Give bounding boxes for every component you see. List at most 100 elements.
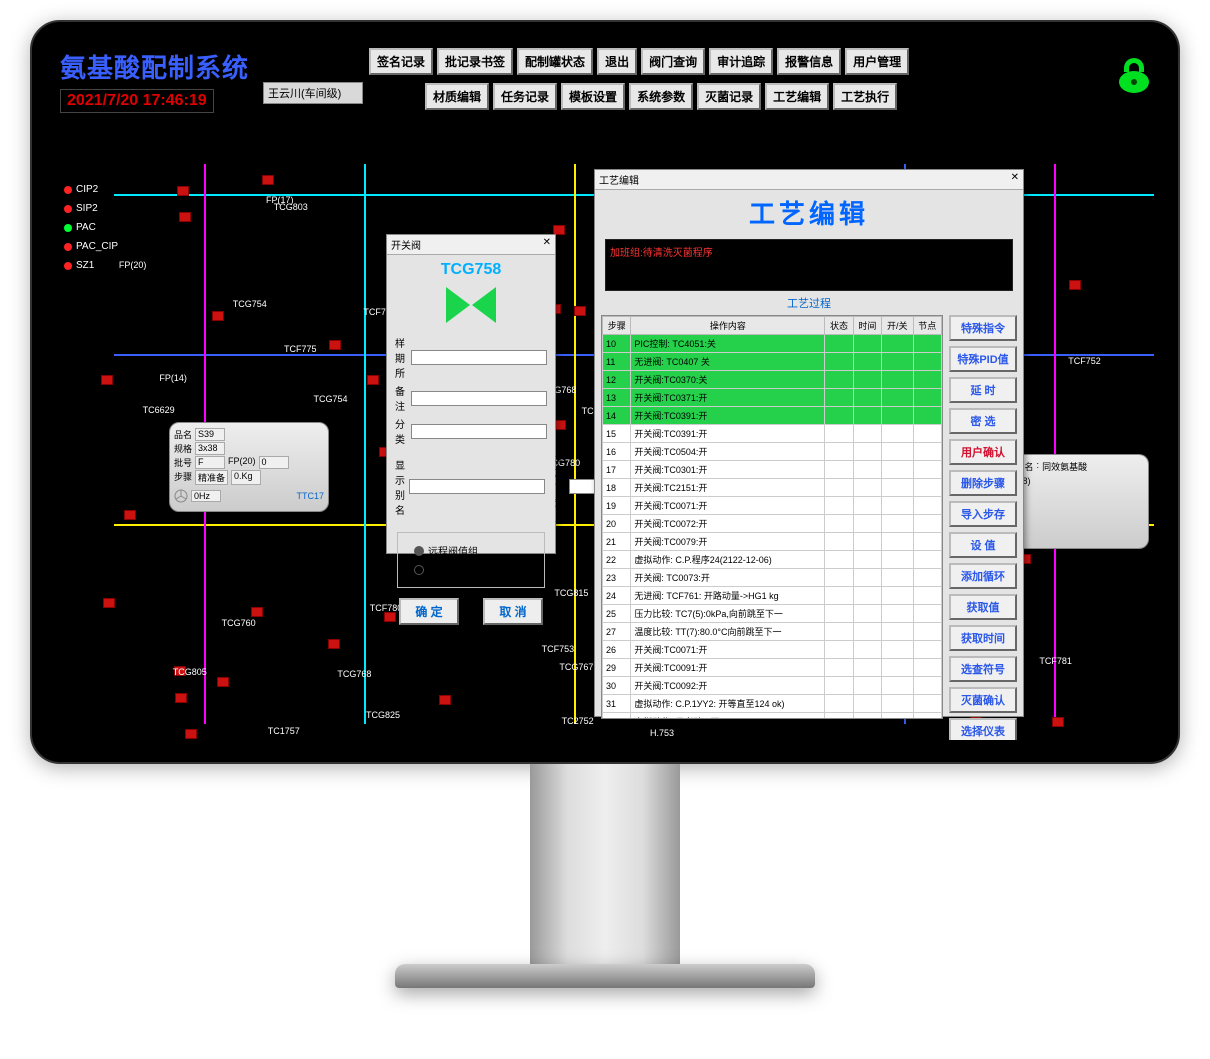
side-用户确认[interactable]: 用户确认	[949, 439, 1017, 465]
side-获取值[interactable]: 获取值	[949, 594, 1017, 620]
ok-button[interactable]: 确 定	[399, 598, 458, 625]
valve-icon[interactable]	[185, 729, 197, 739]
steps-table[interactable]: 步骤操作内容状态时间开/关节点10PIC控制: TC4051:关11无进阀: T…	[601, 315, 943, 719]
valve-icon[interactable]	[251, 607, 263, 617]
table-row[interactable]: 22虚拟动作: C.P.程序24(2122-12-06)	[603, 551, 942, 569]
valve-icon[interactable]	[103, 598, 115, 608]
cell: 24	[603, 587, 631, 605]
field-input[interactable]	[411, 391, 547, 406]
cell	[853, 389, 881, 407]
side-灭菌确认[interactable]: 灭菌确认	[949, 687, 1017, 713]
valve-icon[interactable]	[367, 375, 379, 385]
table-row[interactable]: 29开关阀:TC0091:开	[603, 659, 942, 677]
valve-icon[interactable]	[177, 186, 189, 196]
cell	[913, 623, 941, 641]
valve-icon[interactable]	[1069, 280, 1081, 290]
cell	[882, 551, 913, 569]
value: F	[195, 456, 225, 469]
table-row[interactable]: 23开关阀: TC0073:开	[603, 569, 942, 587]
side-获取时间[interactable]: 获取时间	[949, 625, 1017, 651]
cell: 22	[603, 551, 631, 569]
valve-glyph	[387, 285, 555, 325]
cell	[853, 587, 881, 605]
close-icon[interactable]: ✕	[1011, 172, 1019, 187]
table-row[interactable]: 11无进阀: TC0407 关	[603, 353, 942, 371]
display-input[interactable]	[409, 479, 545, 494]
cell: 12	[603, 371, 631, 389]
close-icon[interactable]: ✕	[543, 237, 551, 252]
valve-icon[interactable]	[217, 677, 229, 687]
dialog-titlebar[interactable]: 工艺编辑 ✕	[595, 170, 1023, 190]
table-row[interactable]: 13开关阀:TC0371:开	[603, 389, 942, 407]
valve-icon[interactable]	[574, 306, 586, 316]
cell	[825, 335, 853, 353]
side-删除步骤[interactable]: 删除步骤	[949, 470, 1017, 496]
table-row[interactable]: 27温度比较: TT(7):80.0°C向前跳至下一	[603, 623, 942, 641]
valve-icon[interactable]	[328, 639, 340, 649]
side-导入步存[interactable]: 导入步存	[949, 501, 1017, 527]
valve-icon[interactable]	[212, 311, 224, 321]
table-row[interactable]: 17开关阀:TC0301:开	[603, 461, 942, 479]
cell	[913, 479, 941, 497]
cell: 25	[603, 605, 631, 623]
table-row[interactable]: 15开关阀:TC0391:开	[603, 425, 942, 443]
valve-icon[interactable]	[262, 175, 274, 185]
valve-icon[interactable]	[175, 693, 187, 703]
pid-label: TCF753	[542, 644, 575, 654]
menu-阀门查询[interactable]: 阀门查询	[641, 48, 705, 75]
menu-审计追踪[interactable]: 审计追踪	[709, 48, 773, 75]
pid-label: TCG768	[337, 669, 371, 679]
side-添加循环[interactable]: 添加循环	[949, 563, 1017, 589]
table-row[interactable]: 14开关阀:TC0391:开	[603, 407, 942, 425]
side-选择仪表[interactable]: 选择仪表	[949, 718, 1017, 740]
side-特殊指令[interactable]: 特殊指令	[949, 315, 1017, 341]
side-密 选[interactable]: 密 选	[949, 408, 1017, 434]
menu-退出[interactable]: 退出	[597, 48, 637, 75]
valve-icon[interactable]	[553, 225, 565, 235]
side-延 时[interactable]: 延 时	[949, 377, 1017, 403]
cell	[913, 569, 941, 587]
table-row[interactable]: 24无进阀: TCF761: 开路动量->HG1 kg	[603, 587, 942, 605]
table-row[interactable]: 18开关阀:TC2151:开	[603, 479, 942, 497]
table-row[interactable]: 12开关阀:TC0370:关	[603, 371, 942, 389]
table-row[interactable]: 21开关阀:TC0079:开	[603, 533, 942, 551]
cell	[882, 389, 913, 407]
menu-报警信息[interactable]: 报警信息	[777, 48, 841, 75]
cell	[825, 443, 853, 461]
table-row[interactable]: 10PIC控制: TC4051:关	[603, 335, 942, 353]
cell	[913, 335, 941, 353]
table-row[interactable]: 20开关阀:TC0072:开	[603, 515, 942, 533]
menu-批记录书签[interactable]: 批记录书签	[437, 48, 513, 75]
valve-icon[interactable]	[1052, 717, 1064, 727]
table-row[interactable]: 26开关阀:TC0071:开	[603, 641, 942, 659]
cell	[853, 335, 881, 353]
pid-label: TCF752	[1068, 356, 1101, 366]
field-input[interactable]	[411, 350, 547, 365]
valve-icon[interactable]	[101, 375, 113, 385]
valve-icon[interactable]	[329, 340, 341, 350]
valve-icon[interactable]	[124, 510, 136, 520]
table-row[interactable]: 32虚拟动作: 日老孙2(开2122.13 ok)	[603, 713, 942, 720]
label: FP(20)	[228, 456, 256, 469]
menu-用户管理[interactable]: 用户管理	[845, 48, 909, 75]
side-设 值[interactable]: 设 值	[949, 532, 1017, 558]
radio-option[interactable]: 远程阀值组	[414, 543, 528, 558]
cell: 11	[603, 353, 631, 371]
dialog-titlebar[interactable]: 开关阀 ✕	[387, 235, 555, 255]
table-row[interactable]: 30开关阀:TC0092:开	[603, 677, 942, 695]
menu-配制罐状态[interactable]: 配制罐状态	[517, 48, 593, 75]
valve-icon[interactable]	[439, 695, 451, 705]
table-row[interactable]: 16开关阀:TC0504:开	[603, 443, 942, 461]
menu-签名记录[interactable]: 签名记录	[369, 48, 433, 75]
side-选查符号[interactable]: 选查符号	[949, 656, 1017, 682]
label: 品名	[174, 428, 192, 441]
side-特殊PID值[interactable]: 特殊PID值	[949, 346, 1017, 372]
cancel-button[interactable]: 取 消	[483, 598, 542, 625]
radio-option[interactable]: 输入注释	[414, 562, 528, 577]
cell	[882, 587, 913, 605]
table-row[interactable]: 25压力比较: TC7(5):0kPa,向前跳至下一	[603, 605, 942, 623]
table-row[interactable]: 31虚拟动作: C.P.1УY2: 开等直至124 ok)	[603, 695, 942, 713]
valve-icon[interactable]	[179, 212, 191, 222]
field-input[interactable]	[411, 424, 547, 439]
table-row[interactable]: 19开关阀:TC0071:开	[603, 497, 942, 515]
